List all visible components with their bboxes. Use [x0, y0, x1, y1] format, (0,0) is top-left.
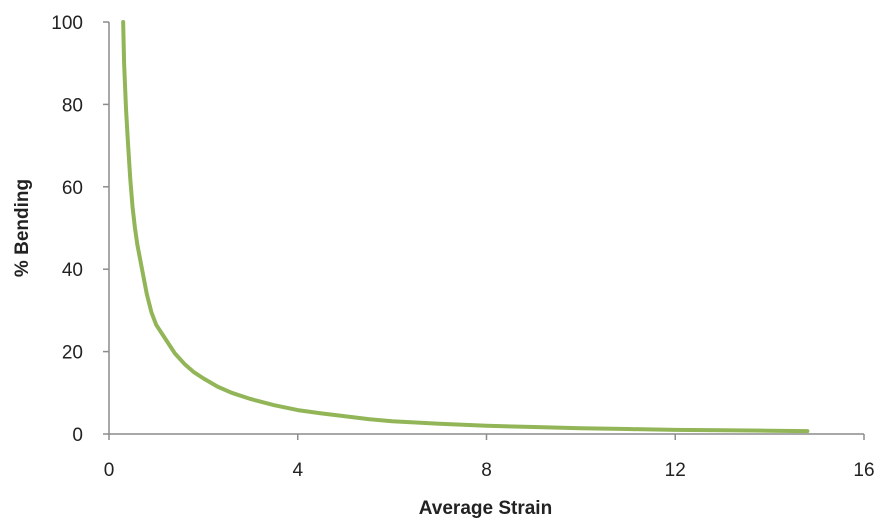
y-tick-label: 80 [62, 95, 83, 116]
series-layer [121, 20, 810, 434]
x-tick-label: 16 [853, 460, 874, 481]
series-line [121, 20, 810, 434]
y-tick-label: 0 [72, 425, 83, 446]
y-tick-label: 40 [62, 260, 83, 281]
x-tick-label: 12 [665, 460, 686, 481]
x-tick-label: 8 [481, 460, 492, 481]
y-axis-ticks: 0 20 40 60 80 100 [51, 13, 109, 446]
y-tick-label: 60 [62, 178, 83, 199]
x-tick-label: 0 [104, 460, 115, 481]
x-axis-ticks: 0 4 8 12 16 [104, 434, 875, 481]
y-axis-title: % Bending [12, 179, 33, 277]
x-axis-title: Average Strain [419, 498, 552, 519]
x-tick-label: 4 [292, 460, 303, 481]
y-tick-label: 100 [51, 13, 83, 34]
y-tick-label: 20 [62, 343, 83, 364]
